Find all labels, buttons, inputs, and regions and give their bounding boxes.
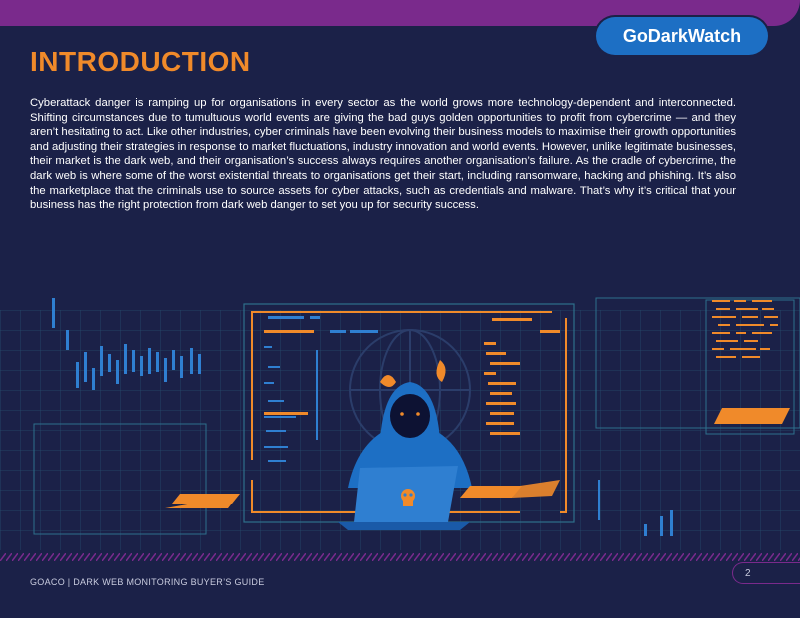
footer-title: GOACO | DARK WEB MONITORING BUYER’S GUID… bbox=[30, 577, 265, 587]
cyber-illustration bbox=[0, 297, 800, 550]
code-lines-icon bbox=[264, 316, 378, 462]
page-title: INTRODUCTION bbox=[30, 46, 251, 77]
intro-paragraph: Cyberattack danger is ramping up for org… bbox=[30, 97, 736, 212]
stock-chart-icon bbox=[52, 298, 201, 390]
skull-icon bbox=[401, 489, 415, 506]
brand-logo: GoDarkWatch bbox=[596, 17, 768, 55]
footer-divider bbox=[0, 553, 800, 561]
page-number: 2 bbox=[732, 562, 800, 584]
